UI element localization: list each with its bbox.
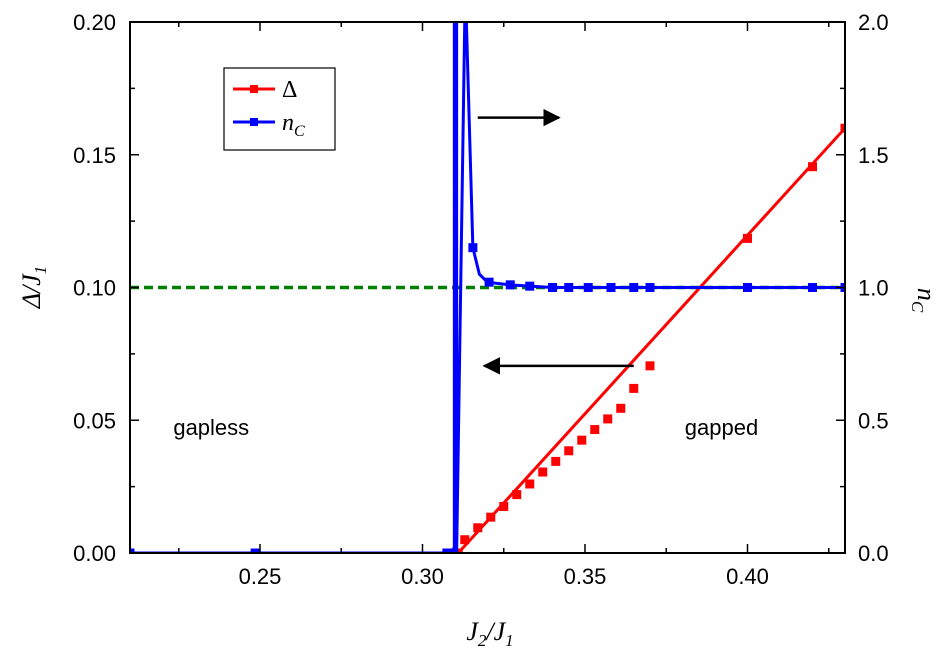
series-1-marker bbox=[250, 548, 260, 553]
legend-label-delta: Δ bbox=[282, 77, 297, 103]
y-right-tick-label: 0.5 bbox=[858, 408, 889, 433]
series-1-marker bbox=[442, 548, 452, 553]
y-left-tick-label: 0.10 bbox=[73, 276, 116, 301]
y-right-tick-label: 1.5 bbox=[858, 143, 889, 168]
legend-marker-nc bbox=[250, 118, 258, 126]
y-left-tick-label: 0.20 bbox=[73, 10, 116, 35]
series-0-marker bbox=[616, 403, 626, 413]
y-right-tick-label: 2.0 bbox=[858, 10, 889, 35]
series-0-marker bbox=[538, 467, 548, 477]
x-axis-title: J2/J1 bbox=[466, 617, 513, 650]
series-0-marker bbox=[564, 446, 574, 456]
annotation-gapped: gapped bbox=[685, 415, 758, 440]
series-0-marker bbox=[499, 502, 509, 512]
x-tick-label: 0.25 bbox=[239, 564, 282, 589]
series-0-marker bbox=[603, 414, 613, 424]
series-1-marker bbox=[447, 548, 457, 553]
series-0-marker bbox=[512, 490, 522, 500]
x-tick-label: 0.35 bbox=[564, 564, 607, 589]
series-1-marker bbox=[645, 283, 655, 292]
series-0-marker bbox=[743, 233, 752, 243]
series-0-line bbox=[130, 127, 845, 553]
series-1-marker bbox=[525, 281, 535, 291]
series-0-marker bbox=[525, 479, 535, 489]
series-0-marker bbox=[460, 535, 470, 545]
series-0-marker bbox=[473, 523, 483, 533]
y-right-tick-label: 1.0 bbox=[858, 276, 889, 301]
series-1-marker bbox=[583, 283, 593, 292]
series-0-marker bbox=[577, 435, 587, 445]
series-0-marker bbox=[551, 456, 561, 466]
annotation-gapless: gapless bbox=[173, 415, 249, 440]
series-0-marker bbox=[808, 162, 817, 172]
legend-box bbox=[223, 67, 336, 151]
axis-ticks bbox=[130, 21, 845, 554]
x-tick-label: 0.30 bbox=[401, 564, 444, 589]
series-1-marker bbox=[564, 283, 574, 292]
series-0-marker bbox=[645, 361, 655, 371]
series-1-marker bbox=[548, 283, 557, 292]
series-1-marker bbox=[130, 548, 135, 553]
y-left-tick-label: 0.15 bbox=[73, 143, 116, 168]
series-0-marker bbox=[453, 548, 463, 553]
series-1-marker bbox=[505, 280, 515, 290]
x-tick-label: 0.40 bbox=[726, 564, 769, 589]
series-0-marker bbox=[629, 383, 639, 393]
series-1-marker bbox=[484, 277, 494, 287]
y-right-tick-label: 0.0 bbox=[858, 541, 889, 566]
y-left-tick-label: 0.00 bbox=[73, 541, 116, 566]
series-1-marker bbox=[468, 243, 478, 253]
series-1-marker bbox=[743, 283, 752, 292]
series-0-marker bbox=[486, 512, 496, 522]
series-0-marker bbox=[590, 425, 600, 435]
y-left-axis-title: Δ/J1 bbox=[17, 266, 50, 310]
legend-marker-delta bbox=[250, 85, 258, 93]
y-left-tick-label: 0.05 bbox=[73, 408, 116, 433]
y-right-axis-title: nC bbox=[908, 288, 941, 313]
series-1-marker bbox=[808, 283, 817, 292]
legend: Δ nC bbox=[223, 67, 336, 151]
series-1-marker bbox=[629, 283, 639, 292]
series-0-marker bbox=[840, 123, 845, 133]
series-1-marker bbox=[606, 283, 616, 292]
legend-label-nc: nC bbox=[282, 110, 305, 140]
axis-tick-labels: 0.25 0.30 0.35 0.40 0.00 0.05 0.10 0.15 0.20 0.0 0… bbox=[73, 10, 888, 589]
